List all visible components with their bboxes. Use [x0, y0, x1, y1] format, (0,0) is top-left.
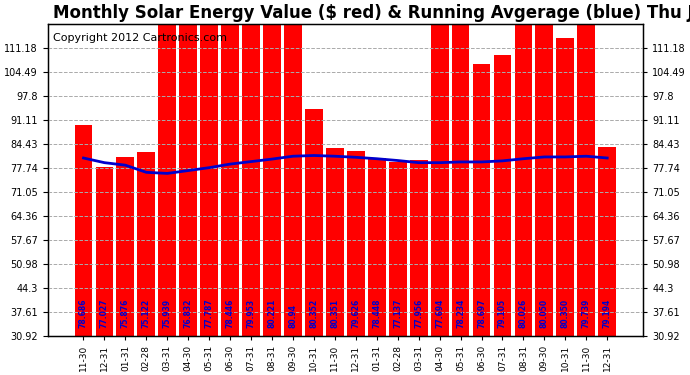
Text: 78.446: 78.446	[226, 299, 235, 328]
Bar	[535, 0, 553, 336]
Text: Copyright 2012 Cartronics.com: Copyright 2012 Cartronics.com	[53, 33, 228, 43]
Bar	[389, 162, 406, 336]
Text: 79.194: 79.194	[602, 299, 612, 328]
Text: 80.221: 80.221	[268, 299, 277, 328]
Text: 77.027: 77.027	[100, 299, 109, 328]
Bar	[159, 0, 176, 336]
Bar	[326, 148, 344, 336]
Text: 80.351: 80.351	[331, 299, 339, 328]
Bar	[242, 0, 260, 336]
Bar	[598, 147, 616, 336]
Text: 78.448: 78.448	[373, 299, 382, 328]
Text: 78.234: 78.234	[456, 299, 465, 328]
Bar	[263, 0, 281, 336]
Text: 80.352: 80.352	[309, 299, 318, 328]
Bar	[137, 153, 155, 336]
Text: 79.953: 79.953	[246, 299, 255, 328]
Bar	[179, 0, 197, 336]
Text: 79.105: 79.105	[498, 299, 507, 328]
Text: 79.739: 79.739	[582, 299, 591, 328]
Bar	[452, 21, 469, 336]
Text: 79.626: 79.626	[351, 299, 360, 328]
Bar	[368, 158, 386, 336]
Bar	[347, 151, 365, 336]
Bar	[75, 125, 92, 336]
Bar	[117, 157, 135, 336]
Text: 77.956: 77.956	[414, 299, 423, 328]
Bar	[578, 5, 595, 336]
Text: 77.787: 77.787	[205, 298, 214, 328]
Bar	[95, 167, 113, 336]
Text: 80.050: 80.050	[540, 299, 549, 328]
Bar	[305, 110, 323, 336]
Text: 76.832: 76.832	[184, 299, 193, 328]
Text: 75.122: 75.122	[142, 299, 151, 328]
Bar	[410, 160, 428, 336]
Text: 77.137: 77.137	[393, 299, 402, 328]
Text: 77.694: 77.694	[435, 299, 444, 328]
Bar	[221, 0, 239, 336]
Bar	[431, 21, 448, 336]
Bar	[556, 38, 574, 336]
Text: 80.94: 80.94	[288, 304, 297, 328]
Text: 75.876: 75.876	[121, 299, 130, 328]
Bar	[493, 56, 511, 336]
Bar	[200, 0, 218, 336]
Text: 78.697: 78.697	[477, 299, 486, 328]
Text: 80.350: 80.350	[561, 299, 570, 328]
Bar	[284, 13, 302, 336]
Text: 75.939: 75.939	[163, 299, 172, 328]
Bar	[515, 0, 532, 336]
Text: 78.686: 78.686	[79, 299, 88, 328]
Bar	[473, 64, 491, 336]
Text: Monthly Solar Energy Value ($ red) & Running Avgerage (blue) Thu Jan 26 07:32: Monthly Solar Energy Value ($ red) & Run…	[53, 4, 690, 22]
Text: 80.026: 80.026	[519, 299, 528, 328]
